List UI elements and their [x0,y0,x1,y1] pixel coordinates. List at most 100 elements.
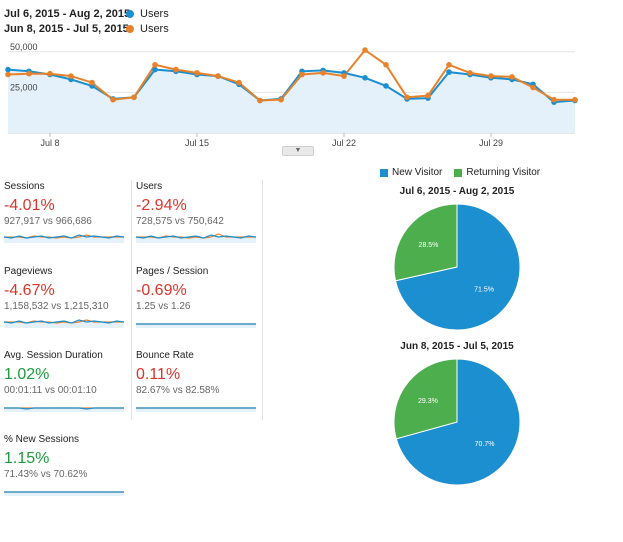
metric-card-6[interactable]: % New Sessions 1.15% 71.43% vs 70.62% [4,434,128,504]
metric-change: 0.11% [136,366,181,383]
data-point-previous[interactable] [152,62,158,68]
metric-sparkline [4,319,124,328]
data-point-previous[interactable] [509,74,515,80]
returning-visitor-swatch-icon [454,168,463,177]
data-point-current[interactable] [152,66,158,73]
data-point-previous[interactable] [530,84,536,91]
data-point-previous[interactable] [26,70,32,77]
pie-title-current: Jul 6, 2015 - Aug 2, 2015 [399,186,515,197]
data-point-current[interactable] [446,69,452,75]
data-point-previous[interactable] [89,79,95,86]
data-point-current[interactable] [5,66,11,73]
metric-sparkline [136,407,256,412]
data-point-current[interactable] [383,83,389,89]
metric-title: Users [136,181,163,192]
x-tick-label: Jul 8 [40,138,59,148]
pie-label-new: 71.5% [474,287,494,294]
sparkline-current [136,234,256,239]
chart-collapse-handle[interactable]: ▼ [282,146,314,156]
metric-card-5[interactable]: Bounce Rate 0.11% 82.67% vs 82.58% [136,350,260,420]
users-line-chart[interactable]: 50,000 25,000 Jul 8 Jul 15 Jul 22 Jul 29 [0,38,623,150]
data-point-previous[interactable] [131,94,137,101]
data-point-previous[interactable] [215,73,221,79]
sparkline-current [4,319,124,324]
legend-current-series: Users [140,7,169,20]
data-point-previous[interactable] [341,73,347,79]
metrics-divider [131,180,132,420]
data-point-previous[interactable] [278,96,284,103]
metric-compare: 00:01:11 vs 00:01:10 [4,385,97,396]
pie-slice-new-visitor[interactable] [394,203,521,331]
metric-title: Pages / Session [136,266,209,277]
data-point-current[interactable] [362,75,368,81]
sparkline-area [136,408,256,412]
pie-legend-new: New Visitor [392,167,443,178]
data-point-previous[interactable] [362,47,368,53]
metric-compare: 927,917 vs 966,686 [4,216,92,227]
metric-card-4[interactable]: Avg. Session Duration 1.02% 00:01:11 vs 00… [4,350,128,420]
legend-current-dot-icon [126,9,134,18]
legend-previous[interactable]: Jun 8, 2015 - Jul 5, 2015: Users [4,21,169,36]
data-point-previous[interactable] [383,62,389,68]
pie-label-returning: 28.5% [419,242,439,249]
pie-slice-returning-visitor[interactable] [393,203,458,282]
current-series-area [8,69,575,133]
data-point-previous[interactable] [425,92,431,99]
pie-slice-new-visitor[interactable] [395,358,521,486]
data-point-previous[interactable] [551,96,557,103]
y-tick-label: 50,000 [10,42,38,52]
x-tick-label: Jul 22 [332,138,356,148]
metrics-divider-right [262,180,263,420]
metric-title: % New Sessions [4,434,80,445]
pie-chart-previous[interactable]: 70.7% 29.3% [392,357,522,487]
metric-card-2[interactable]: Pageviews -4.67% 1,158,532 vs 1,215,310 [4,266,128,336]
metric-sparkline [4,407,124,412]
legend-previous-dot-icon [126,24,134,33]
data-point-previous[interactable] [194,70,200,76]
sparkline-area [4,408,124,412]
pie-title-previous: Jun 8, 2015 - Jul 5, 2015 [400,341,514,352]
metric-change: 1.15% [4,450,50,467]
metric-change: -4.01% [4,197,55,214]
data-point-previous[interactable] [5,71,11,78]
data-point-previous[interactable] [320,70,326,76]
data-point-previous[interactable] [467,70,473,76]
metric-title: Bounce Rate [136,350,194,361]
pie-chart-current[interactable]: 71.5% 28.5% [392,202,522,332]
y-tick-label: 25,000 [10,82,38,92]
sparkline-area [4,492,124,496]
metric-card-0[interactable]: Sessions -4.01% 927,917 vs 966,686 [4,181,128,251]
sparkline-current [4,234,124,239]
metric-change: -0.69% [136,282,187,299]
data-point-previous[interactable] [446,62,452,68]
data-point-previous[interactable] [299,71,305,78]
metric-change: -2.94% [136,197,187,214]
metric-card-3[interactable]: Pages / Session -0.69% 1.25 vs 1.26 [136,266,260,336]
metric-sparkline [4,234,124,243]
pie-legend: New Visitor Returning Visitor [380,167,540,178]
data-point-previous[interactable] [68,73,74,79]
legend-previous-range: Jun 8, 2015 - Jul 5, 2015: [4,22,133,35]
metric-compare: 71.43% vs 70.62% [4,469,88,480]
pie-legend-returning: Returning Visitor [466,167,541,178]
data-point-previous[interactable] [404,94,410,101]
metric-change: -4.67% [4,282,55,299]
metric-card-1[interactable]: Users -2.94% 728,575 vs 750,642 [136,181,260,251]
metric-compare: 728,575 vs 750,642 [136,216,224,227]
pie-label-returning: 29.3% [418,398,438,405]
data-point-previous[interactable] [47,70,53,77]
data-point-previous[interactable] [488,73,494,79]
x-tick-label: Jul 15 [185,138,209,148]
legend-current-range: Jul 6, 2015 - Aug 2, 2015: [4,7,134,20]
metric-compare: 82.67% vs 82.58% [136,385,220,396]
data-point-previous[interactable] [110,96,116,103]
data-point-previous[interactable] [257,97,263,104]
legend-previous-series: Users [140,22,169,35]
data-point-previous[interactable] [173,66,179,73]
data-point-previous[interactable] [236,79,242,86]
metric-title: Sessions [4,181,45,192]
new-visitor-swatch-icon [380,168,388,177]
pie-slice-returning-visitor[interactable] [393,358,458,440]
legend-current[interactable]: Jul 6, 2015 - Aug 2, 2015: Users [4,6,169,21]
data-point-previous[interactable] [572,96,578,103]
